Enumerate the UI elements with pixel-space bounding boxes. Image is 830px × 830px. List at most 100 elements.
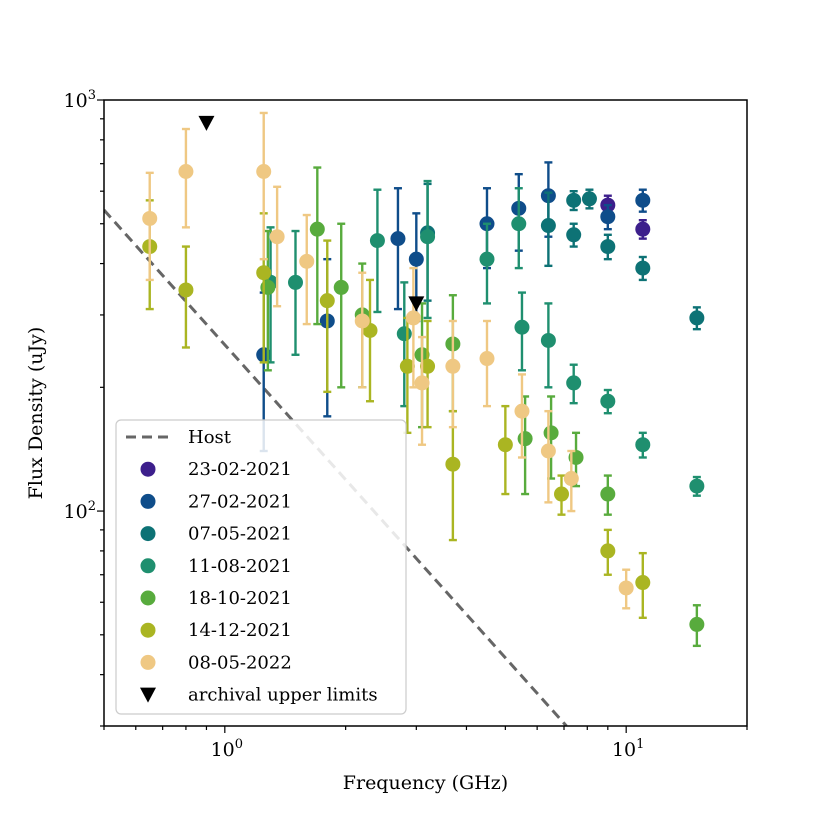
data-point — [689, 310, 705, 326]
legend-swatch — [140, 622, 156, 638]
legend-swatch — [140, 687, 156, 703]
legend-item-08-05-2022: 08-05-2022 — [140, 652, 292, 673]
data-point — [396, 326, 412, 342]
data-point — [566, 192, 582, 208]
legend-item-23-02-2021: 23-02-2021 — [140, 459, 292, 480]
legend-item-27-02-2021: 27-02-2021 — [140, 491, 292, 512]
y-axis-label: Flux Density (uJy) — [25, 327, 47, 500]
y-tick-label: 103 — [64, 88, 96, 112]
data-point — [511, 216, 527, 232]
data-point — [566, 375, 582, 391]
data-point — [514, 403, 530, 419]
data-point — [635, 260, 651, 276]
legend-label: 23-02-2021 — [188, 459, 292, 480]
data-point — [635, 437, 651, 453]
legend-label: 08-05-2022 — [188, 652, 292, 673]
data-point — [600, 486, 616, 502]
data-point — [309, 221, 325, 237]
data-point — [445, 358, 461, 374]
data-point — [299, 253, 315, 269]
data-point — [600, 239, 616, 255]
plot-frame — [103, 99, 748, 727]
legend-item-14-12-2021: 14-12-2021 — [140, 620, 292, 641]
legend-swatch — [140, 493, 156, 509]
data-point — [420, 358, 436, 374]
legend-swatch — [140, 654, 156, 670]
plot-area — [104, 111, 705, 726]
data-point — [517, 431, 533, 447]
data-point — [178, 163, 194, 179]
upper-limit-marker — [408, 296, 425, 312]
data-point — [405, 310, 421, 326]
series-upper-limits — [198, 115, 425, 312]
data-point — [287, 274, 303, 290]
data-point — [414, 375, 430, 391]
data-point — [445, 456, 461, 472]
data-point — [420, 229, 436, 245]
data-point — [600, 543, 616, 559]
x-tick-label: 101 — [612, 737, 644, 761]
data-point — [408, 251, 424, 267]
data-point — [689, 478, 705, 494]
data-point — [256, 163, 272, 179]
legend-item-07-05-2021: 07-05-2021 — [140, 524, 292, 545]
legend-label: 11-08-2021 — [188, 556, 292, 577]
legend-swatch — [140, 526, 156, 542]
data-point — [635, 575, 651, 591]
legend-item-18-10-2021: 18-10-2021 — [140, 588, 292, 609]
data-point — [540, 332, 556, 348]
series-07-05-2021 — [420, 182, 705, 331]
host-line — [104, 209, 568, 726]
legend-box — [115, 419, 407, 715]
data-point — [399, 358, 415, 374]
axes: 100 101 102 103 Frequency (GHz) Flux Density … — [25, 88, 748, 794]
data-point — [514, 319, 530, 335]
data-point — [618, 580, 634, 596]
data-point — [256, 265, 272, 281]
data-point — [269, 229, 285, 245]
data-point — [581, 191, 597, 207]
legend-label: 27-02-2021 — [188, 491, 292, 512]
data-point — [689, 616, 705, 632]
data-point — [142, 210, 158, 226]
upper-limit-marker — [198, 115, 215, 131]
data-point — [354, 313, 370, 329]
data-point — [543, 425, 559, 441]
data-point — [635, 192, 651, 208]
data-point — [635, 221, 651, 237]
data-point — [563, 471, 579, 487]
legend-swatch — [140, 590, 156, 606]
legend-label: Host — [188, 427, 232, 448]
series-11-08-2021 — [263, 179, 705, 497]
data-point — [600, 209, 616, 225]
data-point — [600, 393, 616, 409]
data-point — [178, 282, 194, 298]
legend: Host 23-02-2021 27-02-2021 07-05-2021 11-08-… — [115, 419, 407, 715]
data-point — [319, 293, 335, 309]
legend-item-host: Host — [126, 427, 232, 448]
legend-item-archival-upper-limits: archival upper limits — [140, 685, 378, 706]
legend-label: archival upper limits — [188, 685, 378, 706]
data-point — [390, 231, 406, 247]
data-point — [553, 486, 569, 502]
y-tick-label: 102 — [64, 499, 96, 523]
legend-swatch — [140, 558, 156, 574]
data-point — [369, 233, 385, 249]
series-08-05-2022 — [142, 111, 634, 610]
legend-label: 18-10-2021 — [188, 588, 292, 609]
legend-swatch — [140, 461, 156, 477]
x-axis-label: Frequency (GHz) — [343, 772, 508, 794]
series-18-10-2021 — [260, 166, 705, 648]
x-tick-label: 100 — [211, 737, 243, 761]
legend-label: 07-05-2021 — [188, 524, 292, 545]
legend-label: 14-12-2021 — [188, 620, 292, 641]
data-point — [540, 218, 556, 234]
data-point — [566, 227, 582, 243]
data-point — [333, 279, 349, 295]
data-point — [479, 351, 495, 367]
data-point — [497, 437, 513, 453]
data-point — [479, 251, 495, 267]
data-point — [540, 443, 556, 459]
legend-item-11-08-2021: 11-08-2021 — [140, 556, 292, 577]
